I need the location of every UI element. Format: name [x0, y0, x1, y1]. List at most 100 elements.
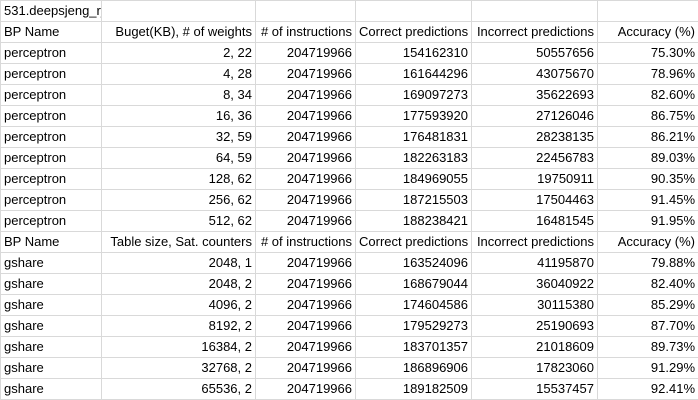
table-cell[interactable]: 204719966	[255, 42, 356, 64]
table-cell[interactable]: 32768, 2	[101, 357, 256, 379]
table-cell[interactable]: 65536, 2	[101, 378, 256, 400]
table-cell[interactable]: gshare	[0, 357, 102, 379]
header-cell[interactable]: Table size, Sat. counters	[101, 231, 256, 253]
table-cell[interactable]: 15537457	[471, 378, 598, 400]
table-cell[interactable]: 204719966	[255, 105, 356, 127]
table-cell[interactable]: 204719966	[255, 168, 356, 190]
table-cell[interactable]: perceptron	[0, 189, 102, 211]
table-cell[interactable]: perceptron	[0, 126, 102, 148]
table-cell[interactable]: 204719966	[255, 126, 356, 148]
table-cell[interactable]: 22456783	[471, 147, 598, 169]
table-cell[interactable]: 163524096	[355, 252, 472, 274]
table-cell[interactable]: 89.73%	[597, 336, 698, 358]
table-cell[interactable]: 204719966	[255, 315, 356, 337]
table-cell[interactable]: 85.29%	[597, 294, 698, 316]
table-cell[interactable]: perceptron	[0, 147, 102, 169]
table-cell[interactable]: 512, 62	[101, 210, 256, 232]
table-cell[interactable]: 78.96%	[597, 63, 698, 85]
table-cell[interactable]: 182263183	[355, 147, 472, 169]
table-cell[interactable]: 204719966	[255, 147, 356, 169]
table-cell[interactable]: 189182509	[355, 378, 472, 400]
table-cell[interactable]: 92.41%	[597, 378, 698, 400]
empty-cell[interactable]	[471, 0, 598, 22]
empty-cell[interactable]	[101, 0, 256, 22]
header-cell[interactable]: Accuracy (%)	[597, 21, 698, 43]
header-cell[interactable]: # of instructions	[255, 231, 356, 253]
table-cell[interactable]: 204719966	[255, 357, 356, 379]
table-cell[interactable]: 154162310	[355, 42, 472, 64]
table-cell[interactable]: 179529273	[355, 315, 472, 337]
table-cell[interactable]: 91.95%	[597, 210, 698, 232]
table-cell[interactable]: 16, 36	[101, 105, 256, 127]
table-cell[interactable]: gshare	[0, 252, 102, 274]
table-cell[interactable]: 21018609	[471, 336, 598, 358]
table-cell[interactable]: 91.29%	[597, 357, 698, 379]
table-cell[interactable]: 19750911	[471, 168, 598, 190]
table-cell[interactable]: 50557656	[471, 42, 598, 64]
header-cell[interactable]: Incorrect predictions	[471, 21, 598, 43]
table-cell[interactable]: 183701357	[355, 336, 472, 358]
table-cell[interactable]: 43075670	[471, 63, 598, 85]
header-cell[interactable]: Incorrect predictions	[471, 231, 598, 253]
table-cell[interactable]: 25190693	[471, 315, 598, 337]
table-cell[interactable]: 86.21%	[597, 126, 698, 148]
table-cell[interactable]: 64, 59	[101, 147, 256, 169]
empty-cell[interactable]	[597, 0, 698, 22]
table-cell[interactable]: 17823060	[471, 357, 598, 379]
table-cell[interactable]: 30115380	[471, 294, 598, 316]
table-cell[interactable]: 87.70%	[597, 315, 698, 337]
table-cell[interactable]: gshare	[0, 315, 102, 337]
table-cell[interactable]: 16384, 2	[101, 336, 256, 358]
table-cell[interactable]: 184969055	[355, 168, 472, 190]
table-cell[interactable]: 204719966	[255, 336, 356, 358]
table-cell[interactable]: 16481545	[471, 210, 598, 232]
table-cell[interactable]: 176481831	[355, 126, 472, 148]
table-cell[interactable]: 204719966	[255, 378, 356, 400]
table-cell[interactable]: perceptron	[0, 105, 102, 127]
table-cell[interactable]: 204719966	[255, 63, 356, 85]
header-cell[interactable]: BP Name	[0, 21, 102, 43]
table-cell[interactable]: 79.88%	[597, 252, 698, 274]
header-cell[interactable]: Correct predictions	[355, 231, 472, 253]
table-cell[interactable]: 174604586	[355, 294, 472, 316]
table-cell[interactable]: 36040922	[471, 273, 598, 295]
table-cell[interactable]: 161644296	[355, 63, 472, 85]
table-cell[interactable]: gshare	[0, 336, 102, 358]
table-cell[interactable]: 186896906	[355, 357, 472, 379]
empty-cell[interactable]	[255, 0, 356, 22]
table-cell[interactable]: 2048, 1	[101, 252, 256, 274]
table-cell[interactable]: 86.75%	[597, 105, 698, 127]
table-cell[interactable]: perceptron	[0, 42, 102, 64]
table-cell[interactable]: gshare	[0, 378, 102, 400]
table-cell[interactable]: 128, 62	[101, 168, 256, 190]
header-cell[interactable]: Correct predictions	[355, 21, 472, 43]
table-cell[interactable]: 169097273	[355, 84, 472, 106]
table-cell[interactable]: 89.03%	[597, 147, 698, 169]
table-cell[interactable]: gshare	[0, 294, 102, 316]
table-cell[interactable]: 41195870	[471, 252, 598, 274]
table-cell[interactable]: 187215503	[355, 189, 472, 211]
table-cell[interactable]: perceptron	[0, 84, 102, 106]
table-cell[interactable]: 27126046	[471, 105, 598, 127]
table-cell[interactable]: 8, 34	[101, 84, 256, 106]
table-cell[interactable]: 204719966	[255, 210, 356, 232]
empty-cell[interactable]	[355, 0, 472, 22]
header-cell[interactable]: BP Name	[0, 231, 102, 253]
table-cell[interactable]: gshare	[0, 273, 102, 295]
table-cell[interactable]: 35622693	[471, 84, 598, 106]
header-cell[interactable]: Accuracy (%)	[597, 231, 698, 253]
table-cell[interactable]: 204719966	[255, 294, 356, 316]
table-cell[interactable]: 8192, 2	[101, 315, 256, 337]
table-cell[interactable]: 32, 59	[101, 126, 256, 148]
table-cell[interactable]: perceptron	[0, 63, 102, 85]
table-cell[interactable]: 256, 62	[101, 189, 256, 211]
table-cell[interactable]: 17504463	[471, 189, 598, 211]
title-cell[interactable]: 531.deepsjeng_r_branches.cpu_trace	[0, 0, 102, 22]
table-cell[interactable]: 2048, 2	[101, 273, 256, 295]
table-cell[interactable]: 204719966	[255, 273, 356, 295]
table-cell[interactable]: 2, 22	[101, 42, 256, 64]
table-cell[interactable]: 177593920	[355, 105, 472, 127]
table-cell[interactable]: 204719966	[255, 252, 356, 274]
table-cell[interactable]: 4, 28	[101, 63, 256, 85]
header-cell[interactable]: Buget(KB), # of weights	[101, 21, 256, 43]
